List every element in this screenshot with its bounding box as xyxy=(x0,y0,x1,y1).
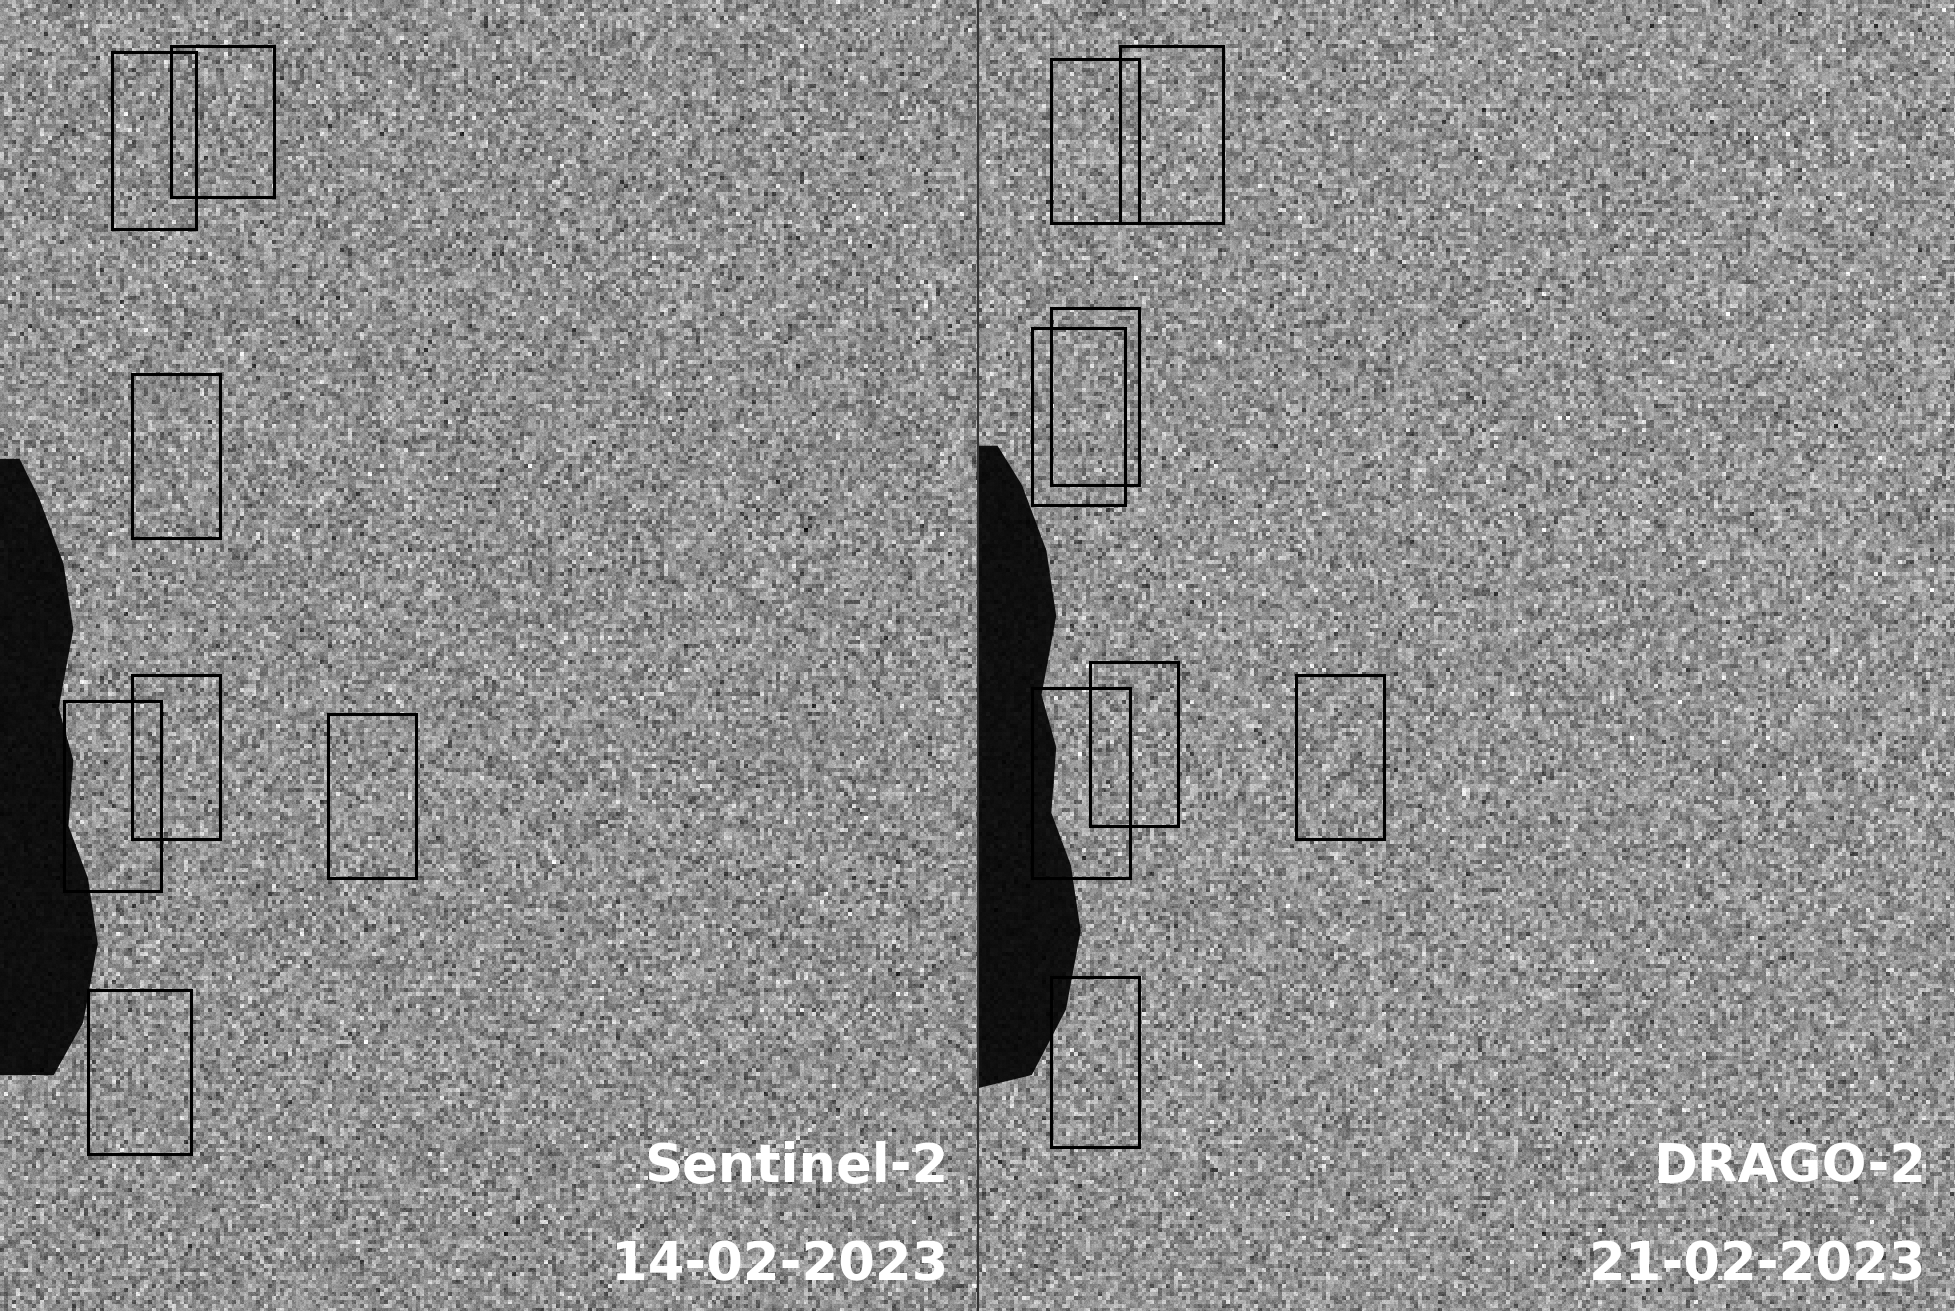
Text: Sentinel-2: Sentinel-2 xyxy=(643,1141,948,1193)
Text: 21-02-2023: 21-02-2023 xyxy=(1587,1239,1926,1291)
Bar xyxy=(1118,46,1222,223)
Bar xyxy=(133,374,219,538)
Bar xyxy=(63,701,160,891)
Bar xyxy=(1052,308,1138,485)
Text: DRAGO-2: DRAGO-2 xyxy=(1652,1141,1926,1193)
Bar xyxy=(1052,977,1138,1147)
Bar xyxy=(1032,328,1124,505)
Bar xyxy=(133,675,219,839)
Polygon shape xyxy=(0,459,98,1075)
Bar xyxy=(1294,675,1384,839)
Bar xyxy=(172,46,274,197)
Bar xyxy=(1032,688,1130,878)
Bar xyxy=(1052,59,1138,223)
Polygon shape xyxy=(978,446,1079,1088)
Bar xyxy=(328,714,416,878)
Bar xyxy=(113,52,196,229)
Text: 14-02-2023: 14-02-2023 xyxy=(612,1239,948,1291)
Bar xyxy=(1091,662,1177,826)
Bar xyxy=(88,990,192,1154)
